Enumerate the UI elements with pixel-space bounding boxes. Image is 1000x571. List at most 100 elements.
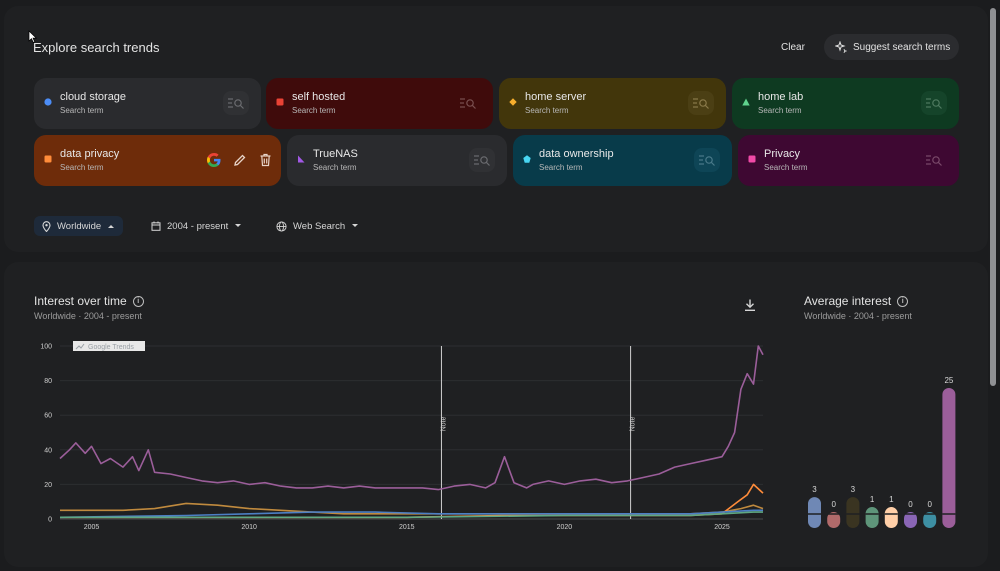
trends-logo-icon (75, 343, 85, 350)
avg-bar-data-privacy (884, 507, 898, 528)
term-type: Search term (60, 106, 104, 115)
term-card-home-server[interactable]: home server Search term (499, 78, 726, 129)
avg-value-label: 1 (870, 495, 875, 504)
edit-icon[interactable] (233, 153, 247, 167)
term-type: Search term (764, 163, 808, 172)
term-card-self-hosted[interactable]: self hosted Search term (266, 78, 493, 129)
interest-title-text: Interest over time (34, 294, 127, 308)
avg-bar-privacy (942, 388, 956, 528)
term-name: cloud storage (60, 91, 127, 103)
pentagon-marker-icon (523, 155, 531, 163)
term-name: Privacy (764, 148, 801, 160)
series-line-home-server (60, 502, 764, 515)
globe-icon (276, 220, 287, 232)
delete-icon[interactable] (259, 153, 272, 167)
clear-button[interactable]: Clear (781, 41, 805, 53)
x-tick-label: 2025 (714, 524, 730, 531)
compare-icon[interactable] (469, 148, 495, 172)
avg-value-label: 0 (908, 500, 913, 509)
compare-icon[interactable] (921, 91, 947, 115)
x-tick-label: 2010 (241, 524, 257, 531)
diamond-marker-icon (509, 98, 517, 106)
term-type: Search term (539, 163, 583, 172)
y-tick-label: 20 (44, 482, 52, 489)
term-card-privacy[interactable]: Privacy Search term (738, 135, 959, 186)
compare-icon[interactable] (223, 91, 249, 115)
term-name: data privacy (60, 148, 120, 160)
interest-over-time-chart: 0 20 40 60 80 100 2005 2010 2015 2020 2025 Note No… (40, 341, 764, 531)
term-name: home lab (758, 91, 804, 103)
suggest-search-terms-button[interactable]: Suggest search terms (824, 34, 959, 60)
avg-bar-cloud-storage (808, 497, 821, 528)
location-value: Worldwide (57, 220, 102, 232)
x-tick-label: 2020 (557, 524, 573, 531)
location-pin-icon (42, 220, 51, 232)
average-interest-chart: 3 0 3 1 1 0 0 25 (808, 376, 956, 528)
avg-bar-truenas (904, 512, 917, 528)
compare-icon[interactable] (688, 91, 714, 115)
avg-value-label: 1 (889, 495, 894, 504)
marker-shape (748, 155, 756, 163)
marker-shape (298, 155, 305, 163)
triangle-marker-icon (742, 98, 750, 106)
marker-shape (276, 98, 284, 106)
watermark-text: Google Trends (88, 344, 134, 351)
compare-icon[interactable] (694, 148, 720, 172)
info-icon[interactable]: i (132, 295, 144, 307)
circle-marker-icon (44, 98, 52, 106)
term-type: Search term (758, 106, 802, 115)
y-tick-label: 80 (44, 378, 52, 385)
term-card-truenas[interactable]: TrueNAS Search term (287, 135, 507, 186)
note-label: Note (440, 417, 447, 432)
term-card-data-privacy[interactable]: data privacy Search term (34, 135, 281, 186)
marker-shape (523, 155, 531, 163)
x-tick-label: 2015 (399, 524, 415, 531)
term-type: Search term (313, 163, 357, 172)
download-icon[interactable] (743, 298, 757, 312)
square-marker-icon (748, 155, 756, 163)
search-type-filter[interactable]: Web Search (268, 216, 367, 236)
date-range-filter[interactable]: 2004 - present (143, 216, 250, 236)
avg-value-label: 0 (927, 500, 932, 509)
compare-icon[interactable] (921, 148, 947, 172)
date-range-value: 2004 - present (167, 220, 229, 232)
average-title-text: Average interest (804, 294, 892, 308)
avg-bar-home-lab (865, 507, 879, 528)
note-label: Note (630, 417, 637, 432)
x-tick-label: 2005 (84, 524, 100, 531)
avg-bar-home-server (846, 497, 860, 528)
interest-over-time-title: Interest over time i (34, 294, 144, 308)
term-name: data ownership (539, 148, 614, 160)
scrollbar[interactable] (990, 8, 996, 386)
marker-shape (742, 98, 750, 106)
google-search-icon[interactable] (206, 152, 222, 168)
flag-marker-icon (298, 155, 305, 163)
avg-bar-data-ownership (923, 512, 937, 528)
chevron-down-icon (352, 224, 359, 227)
explore-title: Explore search trends (33, 40, 160, 55)
google-trends-watermark: Google Trends (73, 341, 145, 351)
term-name: home server (525, 91, 587, 103)
square-marker-icon (44, 155, 52, 163)
term-card-home-lab[interactable]: home lab Search term (732, 78, 959, 129)
y-tick-label: 60 (44, 413, 52, 420)
term-card-cloud-storage[interactable]: cloud storage Search term (34, 78, 261, 129)
avg-value-label: 3 (851, 485, 856, 494)
marker-shape (509, 98, 517, 106)
avg-value-label: 25 (944, 376, 953, 385)
y-tick-label: 0 (48, 517, 52, 524)
square-marker-icon (276, 98, 284, 106)
location-filter[interactable]: Worldwide (34, 216, 124, 236)
term-name: self hosted (292, 91, 346, 103)
avg-value-label: 3 (812, 485, 817, 494)
y-tick-label: 40 (44, 447, 52, 454)
series-line-home-lab (60, 511, 763, 519)
compare-icon[interactable] (455, 91, 481, 115)
term-card-data-ownership[interactable]: data ownership Search term (513, 135, 732, 186)
term-name: TrueNAS (313, 148, 358, 160)
y-tick-label: 100 (40, 344, 52, 351)
marker-shape (44, 98, 52, 106)
info-icon[interactable]: i (897, 295, 909, 307)
suggest-label: Suggest search terms (853, 41, 951, 53)
interest-subtitle: Worldwide · 2004 - present (34, 311, 142, 321)
